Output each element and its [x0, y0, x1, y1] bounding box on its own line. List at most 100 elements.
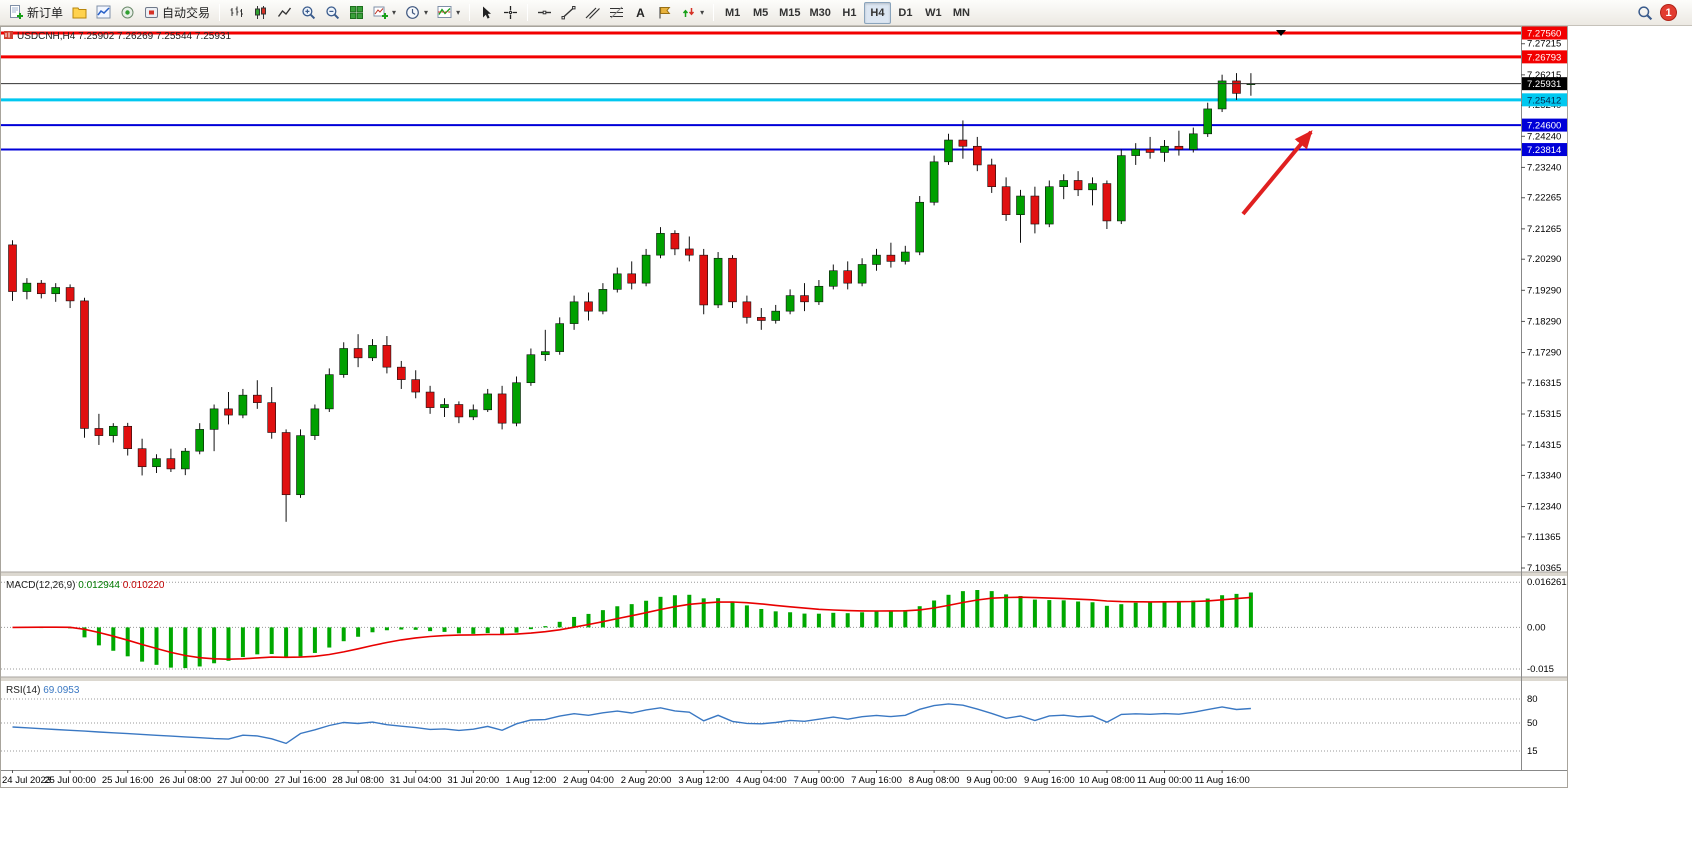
bar-chart-mode-button[interactable]: [225, 2, 248, 24]
panel-divider[interactable]: [1, 572, 1567, 576]
tile-windows-icon: [350, 6, 364, 19]
timeframe-m1-button[interactable]: M1: [719, 2, 746, 24]
rsi-axis-label: 80: [1527, 694, 1538, 705]
time-axis-label: 25 Jul 00:00: [44, 775, 96, 786]
new-chart-icon: [373, 6, 389, 19]
timeframe-h1-button[interactable]: H1: [836, 2, 863, 24]
indicators-button[interactable]: ▾: [433, 2, 464, 24]
zoom-out-button[interactable]: [321, 2, 344, 24]
price-axis-label: 7.11365: [1527, 532, 1561, 543]
price-axis-label: 7.24240: [1527, 131, 1561, 142]
time-axis-label: 2 Aug 20:00: [621, 775, 672, 786]
time-axis-label: 28 Jul 08:00: [332, 775, 384, 786]
crosshair-tool-button[interactable]: [499, 2, 522, 24]
channel-tool-button[interactable]: [581, 2, 604, 24]
toolbar-separator: [713, 4, 715, 21]
autotrading-button[interactable]: 自动交易: [140, 2, 214, 24]
candlestick-icon: [255, 6, 267, 19]
timeframe-d1-button[interactable]: D1: [892, 2, 919, 24]
chart-canvas[interactable]: 0.0162610.00-0.0158050157.272157.262157.…: [0, 26, 1568, 788]
time-axis-label: 25 Jul 16:00: [102, 775, 154, 786]
timeframe-m30-button[interactable]: M30: [806, 2, 835, 24]
community-button[interactable]: [116, 2, 139, 24]
annotation-arrow[interactable]: [1241, 130, 1313, 216]
search-icon: [1638, 5, 1653, 20]
timeframe-m5-button[interactable]: M5: [747, 2, 774, 24]
profiles-button[interactable]: [68, 2, 91, 24]
time-axis-label: 2 Aug 04:00: [563, 775, 614, 786]
time-axis-label: 9 Aug 00:00: [966, 775, 1017, 786]
price-axis-label: 7.14315: [1527, 440, 1561, 451]
time-axis-label: 8 Aug 08:00: [909, 775, 960, 786]
line-chart-mode-button[interactable]: [273, 2, 296, 24]
channel-icon: [585, 7, 601, 19]
timeframe-mn-button[interactable]: MN: [948, 2, 975, 24]
market-watch-icon: [96, 5, 111, 19]
price-axis-label: 7.27215: [1527, 39, 1561, 50]
macd-axis-label: -0.015: [1527, 664, 1554, 675]
toolbar-separator: [219, 4, 221, 21]
new-order-icon: [10, 5, 23, 19]
price-axis-label: 7.19290: [1527, 285, 1561, 296]
fibonacci-tool-button[interactable]: [605, 2, 628, 24]
time-axis-label: 24 Jul 2023: [2, 775, 51, 786]
search-button[interactable]: [1633, 2, 1657, 24]
candlestick-mode-button[interactable]: [249, 2, 272, 24]
timeframe-w1-button[interactable]: W1: [920, 2, 947, 24]
autotrading-icon: [145, 7, 159, 18]
chevron-down-icon: ▾: [456, 8, 461, 17]
chevron-down-icon: ▾: [424, 8, 429, 17]
time-axis-label: 27 Jul 00:00: [217, 775, 269, 786]
text-label-icon: [659, 7, 671, 19]
time-axis-label: 7 Aug 16:00: [851, 775, 902, 786]
price-axis-label: 7.23240: [1527, 162, 1561, 173]
svg-text:A: A: [636, 6, 645, 20]
price-axis-label: 7.15315: [1527, 409, 1561, 420]
macd-axis-label: 0.016261: [1527, 577, 1567, 588]
trendline-tool-button[interactable]: [557, 2, 580, 24]
rsi-axis-label: 50: [1527, 718, 1538, 729]
chevron-down-icon: ▾: [392, 8, 397, 17]
price-axis-label: 7.13340: [1527, 470, 1561, 481]
indicators-icon: [437, 6, 452, 18]
rsi-label: RSI(14) 69.0953: [6, 685, 80, 696]
hline-tool-button[interactable]: [533, 2, 556, 24]
new-order-button[interactable]: 新订单: [5, 2, 67, 24]
macd-signal-line: [12, 596, 1251, 661]
price-axis-label: 7.16315: [1527, 378, 1561, 389]
rsi-line: [12, 703, 1251, 745]
cursor-icon: [483, 6, 492, 19]
timeframe-h4-button[interactable]: H4: [863, 1, 891, 24]
notification-badge[interactable]: 1: [1660, 4, 1677, 21]
community-icon: [121, 6, 134, 19]
toolbar-separator: [527, 4, 529, 21]
time-axis-label: 4 Aug 04:00: [736, 775, 787, 786]
timeframe-toolbar: M1 M5 M15 M30 H1 H4 D1 W1 MN: [719, 1, 975, 24]
chart-shift-marker[interactable]: [1276, 30, 1286, 36]
panel-divider[interactable]: [1, 677, 1567, 681]
text-tool-button[interactable]: A: [629, 2, 652, 24]
timeframe-m15-button[interactable]: M15: [775, 2, 804, 24]
price-axis-label: 7.26215: [1527, 70, 1561, 81]
autotrading-label: 自动交易: [162, 6, 211, 20]
time-axis-label: 26 Jul 08:00: [159, 775, 211, 786]
price-axis-label: 7.20290: [1527, 254, 1561, 265]
market-watch-button[interactable]: [92, 2, 115, 24]
time-axis-label: 1 Aug 12:00: [506, 775, 557, 786]
zoom-in-button[interactable]: [297, 2, 320, 24]
time-axis-label: 11 Aug 00:00: [1137, 775, 1192, 786]
zoom-in-icon: [302, 6, 316, 20]
time-axis-label: 31 Jul 04:00: [390, 775, 442, 786]
bid-price-tag: 7.25931: [1527, 79, 1561, 90]
cursor-tool-button[interactable]: [475, 2, 498, 24]
label-tool-button[interactable]: [653, 2, 676, 24]
arrows-tool-button[interactable]: ▾: [677, 2, 708, 24]
toolbar-separator: [469, 4, 471, 21]
macd-axis-label: 0.00: [1527, 622, 1546, 633]
tile-windows-button[interactable]: [345, 2, 368, 24]
new-chart-button[interactable]: ▾: [369, 2, 400, 24]
fibonacci-icon: [610, 6, 624, 19]
price-axis-label: 7.22265: [1527, 193, 1561, 204]
period-clock-button[interactable]: ▾: [401, 2, 432, 24]
level-price-tag: 7.24600: [1527, 121, 1561, 132]
